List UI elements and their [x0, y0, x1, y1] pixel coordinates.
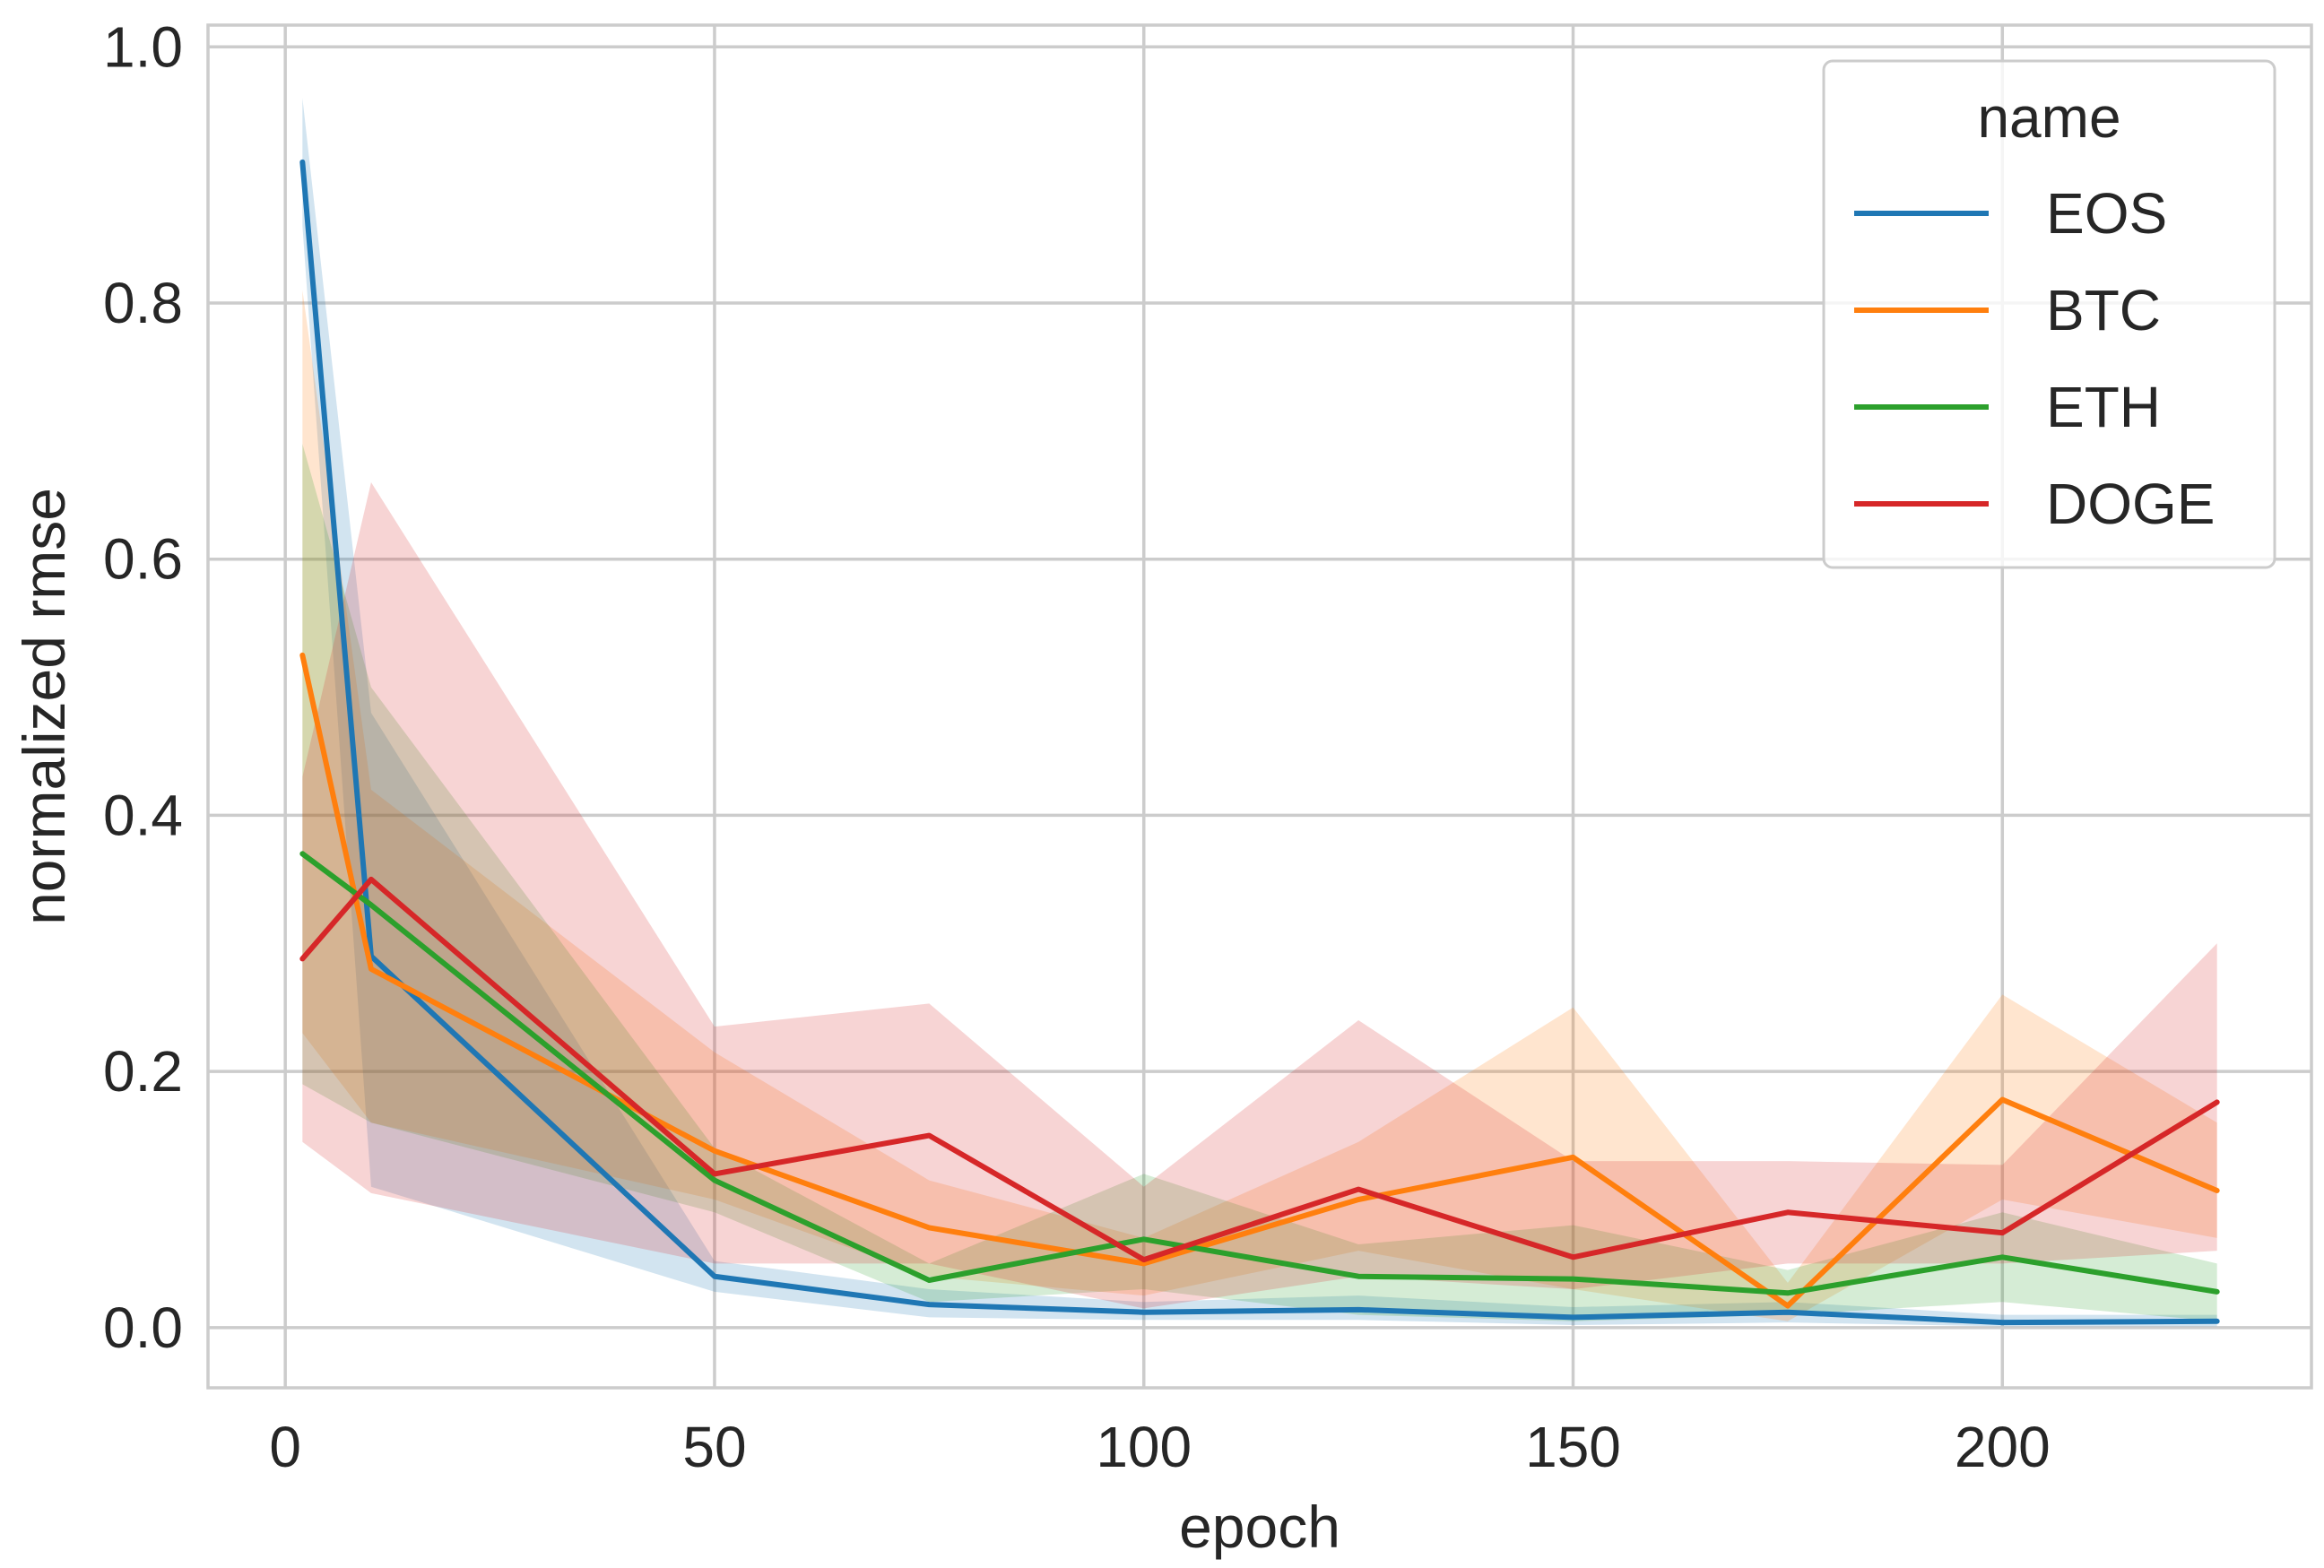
y-tick-label: 0.8 [103, 271, 183, 335]
y-tick-label: 1.0 [103, 14, 183, 79]
line-btc [299, 652, 2220, 1309]
x-tick-label: 50 [682, 1415, 746, 1479]
band-doge [302, 482, 2217, 1309]
y-tick-label: 0.4 [103, 783, 183, 847]
x-tick-label: 150 [1525, 1415, 1621, 1479]
legend-label-doge: DOGE [2046, 472, 2215, 536]
line-doge [299, 876, 2220, 1263]
y-tick-label: 0.6 [103, 527, 183, 592]
legend-box [1822, 59, 2276, 569]
legend: name EOS BTC ETH DOGE [1822, 59, 2276, 569]
y-axis-label: normalized rmse [11, 488, 77, 925]
plot-frame [206, 23, 2313, 1390]
x-tick-label: 0 [269, 1415, 301, 1479]
tick-labels: 0 50 100 150 200 0.0 0.2 0.4 0.6 0.8 1.0 [103, 14, 2051, 1479]
y-tick-label: 0.2 [103, 1039, 183, 1104]
x-tick-label: 100 [1096, 1415, 1192, 1479]
x-axis-label: epoch [1179, 1494, 1340, 1560]
legend-items: EOS BTC ETH DOGE [1854, 181, 2215, 536]
y-tick-label: 0.0 [103, 1295, 183, 1360]
band-eos [302, 98, 2217, 1327]
confidence-bands [302, 98, 2217, 1327]
band-eth [302, 444, 2217, 1321]
legend-label-eth: ETH [2046, 375, 2161, 439]
line-eos [299, 159, 2220, 1326]
line-eth [299, 851, 2220, 1296]
x-tick-label: 200 [1955, 1415, 2051, 1479]
legend-label-eos: EOS [2046, 181, 2167, 246]
legend-title: name [1977, 85, 2120, 150]
series-lines [299, 159, 2220, 1326]
legend-label-btc: BTC [2046, 278, 2161, 342]
